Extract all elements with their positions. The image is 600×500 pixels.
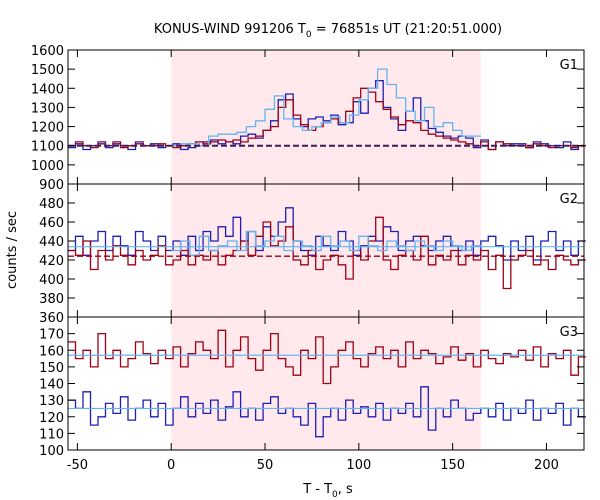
x-tick-label: 200 bbox=[534, 458, 559, 473]
panel-label: G3 bbox=[560, 325, 578, 340]
plot-area: 9001000110012001300140015001600G13603804… bbox=[31, 44, 586, 473]
y-tick-label: 900 bbox=[39, 178, 64, 193]
y-tick-label: 1000 bbox=[31, 159, 64, 174]
y-axis-label: counts / sec bbox=[5, 211, 20, 289]
series-red-g2 bbox=[68, 216, 586, 290]
x-tick-label: -50 bbox=[67, 458, 88, 473]
y-tick-label: 160 bbox=[39, 344, 64, 359]
y-tick-label: 120 bbox=[39, 411, 64, 426]
y-tick-label: 1200 bbox=[31, 121, 64, 136]
y-tick-label: 140 bbox=[39, 378, 64, 393]
x-tick-label: 50 bbox=[257, 458, 274, 473]
series-red-g3 bbox=[68, 329, 586, 385]
y-tick-label: 480 bbox=[39, 197, 64, 212]
series-cyan-g2 bbox=[171, 230, 481, 256]
y-tick-label: 1600 bbox=[31, 44, 64, 59]
y-tick-label: 100 bbox=[39, 444, 64, 459]
x-tick-label: 0 bbox=[167, 458, 175, 473]
y-tick-label: 400 bbox=[39, 273, 64, 288]
y-tick-label: 440 bbox=[39, 235, 64, 250]
x-tick-label: 150 bbox=[440, 458, 465, 473]
x-axis-label: T - T0, s bbox=[302, 482, 353, 500]
y-tick-label: 460 bbox=[39, 216, 64, 231]
series-blue-g2 bbox=[68, 207, 586, 261]
series-blue-g3 bbox=[68, 386, 586, 438]
y-tick-label: 1300 bbox=[31, 101, 64, 116]
y-tick-label: 360 bbox=[39, 311, 64, 326]
panel-label: G2 bbox=[560, 192, 578, 207]
y-tick-label: 170 bbox=[39, 328, 64, 343]
series-cyan-g1 bbox=[171, 68, 481, 147]
panel-g2: 360 380 400 420 440 460 480 G2 bbox=[39, 183, 586, 326]
y-tick-label: 1100 bbox=[31, 140, 64, 155]
y-tick-label: 380 bbox=[39, 292, 64, 307]
panel-label: G1 bbox=[560, 58, 578, 73]
y-tick-label: 1400 bbox=[31, 82, 64, 97]
panel-g1: 900 1000 1100 1200 1300 1400 1500 1600 G1 bbox=[31, 44, 586, 193]
y-tick-label: 420 bbox=[39, 254, 64, 269]
y-tick-label: 130 bbox=[39, 394, 64, 409]
y-tick-label: 110 bbox=[39, 427, 64, 442]
chart-title: KONUS-WIND 991206 T0 = 76851s UT (21:20:… bbox=[154, 22, 502, 40]
y-tick-label: 150 bbox=[39, 361, 64, 376]
y-tick-label: 1500 bbox=[31, 63, 64, 78]
x-tick-label: 100 bbox=[346, 458, 371, 473]
